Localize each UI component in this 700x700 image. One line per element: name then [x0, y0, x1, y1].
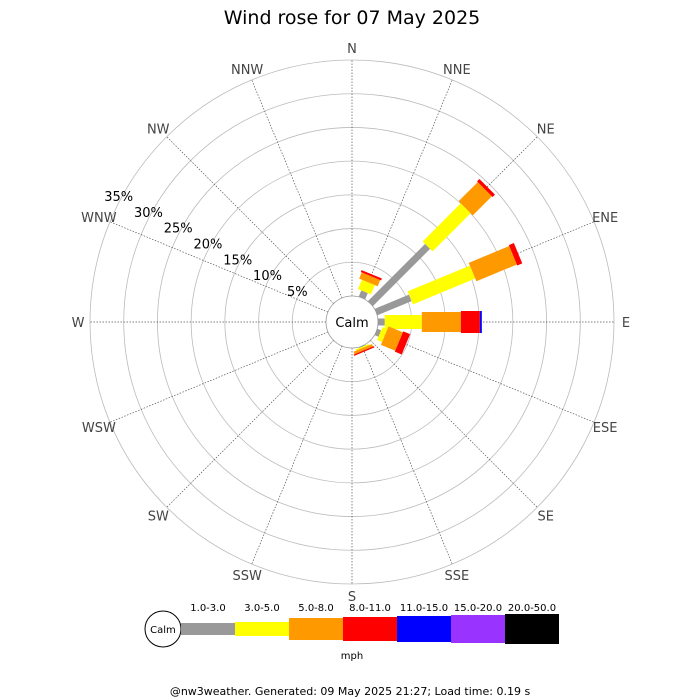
direction-label-nne: NNE — [443, 63, 471, 78]
speed-legend: Calm 1.0-3.0 3.0-5.0 5.0-8.0 8.0-11.0 11.0-15… — [144, 603, 559, 662]
bar-segment-ene-3.0-5.0 — [407, 265, 476, 305]
legend-swatch-1.0-3.0 — [181, 623, 235, 635]
legend-swatch-20.0-50.0 — [505, 614, 559, 644]
spoke-se — [370, 340, 538, 508]
direction-label-w: W — [72, 316, 85, 331]
ring-percentage-labels: 5% 10%15%20%25%30%35% — [104, 190, 307, 300]
calm-circle: Calm — [325, 295, 379, 349]
grid-ring-35 — [89, 59, 615, 585]
direction-label-ssw: SSW — [232, 569, 262, 584]
spoke-nnw — [251, 79, 343, 299]
bar-segment-ese-3.0-5.0 — [377, 327, 388, 343]
bar-group-ese — [374, 326, 411, 355]
legend-label-5.0-8.0: 5.0-8.0 — [298, 603, 333, 614]
legend-swatch-15.0-20.0 — [451, 615, 505, 643]
legend-label-20.0-50.0: 20.0-50.0 — [508, 603, 556, 614]
bar-segment-ese-1.0-3.0 — [374, 328, 382, 337]
ring-label-15: 15% — [223, 253, 252, 268]
legend-calm-label: Calm — [150, 625, 176, 636]
chart-title: Wind rose for 07 May 2025 — [224, 7, 481, 29]
ring-label-35: 35% — [104, 190, 133, 205]
bar-segment-e-3.0-5.0 — [384, 315, 422, 329]
grid-ring-20 — [190, 160, 514, 484]
bar-segment-e-11.0-15.0 — [479, 311, 482, 333]
bar-segment-sse-5.0-8.0 — [353, 344, 373, 355]
spoke-ssw — [251, 345, 343, 565]
direction-label-sse: SSE — [444, 569, 469, 584]
bar-segment-ne-5.0-8.0 — [458, 182, 492, 216]
bar-group-ene — [374, 243, 523, 316]
calm-label: Calm — [335, 316, 368, 331]
footer-text: @nw3weather. Generated: 09 May 2025 21:2… — [170, 685, 531, 698]
spoke-ese — [375, 331, 595, 423]
bar-segment-nne-1.0-3.0 — [358, 290, 368, 300]
legend-swatch-3.0-5.0 — [235, 622, 289, 636]
legend-swatch-8.0-11.0 — [343, 617, 397, 641]
direction-label-wsw: WSW — [82, 421, 116, 436]
bar-segment-ene-8.0-11.0 — [508, 243, 523, 266]
ring-label-20: 20% — [194, 237, 223, 252]
direction-label-ese: ESE — [593, 421, 618, 436]
ring-label-25: 25% — [164, 222, 193, 237]
direction-label-ene: ENE — [592, 211, 618, 226]
direction-label-sw: SW — [148, 510, 169, 525]
bar-group-ne — [367, 179, 495, 307]
spoke-wnw — [109, 221, 329, 313]
ring-label-10: 10% — [253, 269, 282, 284]
direction-label-nnw: NNW — [231, 63, 263, 78]
bar-segment-ne-3.0-5.0 — [422, 203, 471, 252]
direction-label-n: N — [347, 42, 357, 57]
bar-segment-nne-8.0-11.0 — [360, 270, 382, 281]
bar-segment-ese-8.0-11.0 — [394, 331, 411, 355]
direction-label-e: E — [622, 316, 630, 331]
direction-label-se: SE — [538, 510, 554, 525]
spoke-wsw — [109, 331, 329, 423]
legend-swatch-5.0-8.0 — [289, 618, 343, 640]
bar-segment-e-5.0-8.0 — [421, 312, 461, 332]
bar-segment-ene-5.0-8.0 — [468, 246, 517, 282]
bar-segment-ne-8.0-11.0 — [477, 179, 495, 197]
legend-label-3.0-5.0: 3.0-5.0 — [244, 603, 279, 614]
direction-label-wnw: WNW — [81, 211, 117, 226]
bar-group-e — [378, 311, 482, 333]
legend-label-8.0-11.0: 8.0-11.0 — [349, 603, 391, 614]
bar-segment-sse-3.0-5.0 — [355, 343, 370, 351]
bar-segment-nne-3.0-5.0 — [358, 279, 375, 295]
spoke-sse — [361, 345, 453, 565]
wind-bars — [353, 179, 523, 356]
legend-label-1.0-3.0: 1.0-3.0 — [190, 603, 225, 614]
bar-segment-nne-5.0-8.0 — [359, 272, 381, 287]
legend-swatch-11.0-15.0 — [397, 616, 451, 642]
spoke-sw — [166, 340, 334, 508]
bar-segment-e-8.0-11.0 — [460, 311, 480, 333]
bar-group-nne — [358, 270, 382, 300]
legend-label-15.0-20.0: 15.0-20.0 — [454, 603, 502, 614]
bar-segment-e-1.0-3.0 — [378, 318, 385, 326]
ring-label-30: 30% — [134, 206, 163, 221]
direction-labels: N NNE NE ENE E ESE SE SSE S SSW SW WSW W WNW NW NNW — [72, 42, 631, 605]
bar-segment-sse-8.0-11.0 — [353, 346, 375, 356]
direction-label-ne: NE — [537, 122, 555, 137]
direction-label-s: S — [348, 590, 356, 605]
legend-units: mph — [341, 651, 363, 662]
bar-segment-ne-1.0-3.0 — [367, 243, 431, 307]
legend-label-11.0-15.0: 11.0-15.0 — [400, 603, 448, 614]
spoke-nne — [361, 79, 453, 299]
bar-segment-ese-5.0-8.0 — [380, 326, 403, 351]
bar-segment-ene-1.0-3.0 — [374, 294, 412, 316]
spoke-nw — [166, 136, 334, 304]
ring-label-5: 5% — [287, 285, 308, 300]
direction-label-nw: NW — [147, 122, 170, 137]
